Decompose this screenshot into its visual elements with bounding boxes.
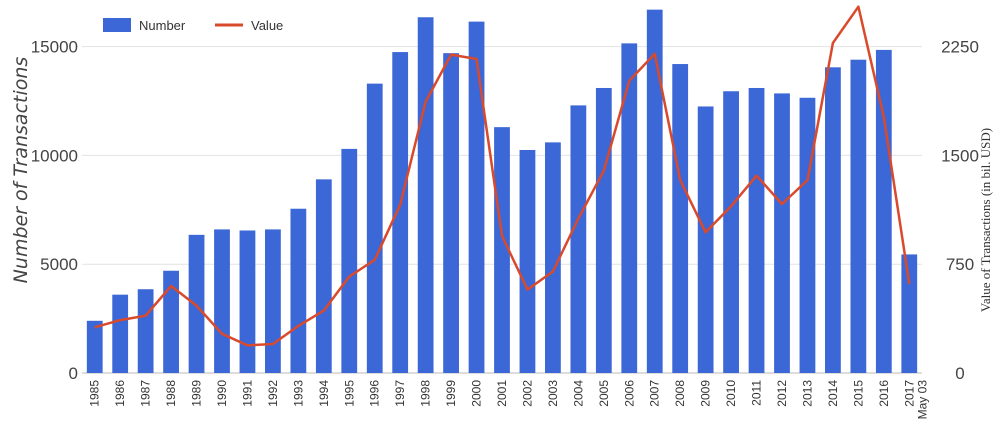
- y-axis-title-left: Number of Transactions: [10, 57, 32, 284]
- x-tick-2007: 2007: [648, 380, 662, 407]
- bar-2010: [723, 91, 739, 374]
- x-tick-2010: 2010: [724, 380, 738, 407]
- x-tick-2006: 2006: [622, 380, 636, 407]
- x-tick-2002: 2002: [520, 380, 534, 407]
- bar-2007: [646, 9, 663, 373]
- y-tick-right: 2250: [941, 38, 979, 57]
- line-series-value: [94, 5, 911, 347]
- x-tick-sublabel: May 03: [915, 380, 929, 420]
- y-tick-right: 0: [955, 364, 964, 383]
- bar-2008: [672, 64, 689, 374]
- x-tick-2017: 2017: [902, 380, 916, 407]
- x-tick-1997: 1997: [393, 380, 407, 407]
- x-tick-1991: 1991: [240, 380, 254, 407]
- x-tick-1987: 1987: [139, 380, 153, 407]
- bar-2015: [850, 59, 867, 373]
- x-tick-1995: 1995: [342, 380, 356, 407]
- x-tick-2008: 2008: [673, 380, 687, 407]
- x-tick-1992: 1992: [266, 380, 280, 407]
- bar-2003: [545, 142, 561, 373]
- bar-2006: [621, 43, 638, 373]
- x-tick-1993: 1993: [291, 380, 305, 407]
- x-axis-ticks: 1985 1986 1987 1988 1989 1990 1991 1992 1993 1994…: [88, 380, 930, 420]
- x-tick-2005: 2005: [597, 380, 611, 407]
- x-tick-1998: 1998: [419, 380, 433, 407]
- bar-1997: [392, 52, 409, 374]
- value-line: [94, 5, 911, 347]
- bar-1998: [417, 17, 434, 373]
- right-axis-ticks: 0 750 1500 2250: [941, 38, 979, 383]
- x-tick-1989: 1989: [190, 380, 204, 407]
- y-tick-left: 10000: [31, 146, 78, 165]
- x-tick-1990: 1990: [215, 380, 229, 407]
- bar-1990: [214, 229, 230, 373]
- x-tick-2011: 2011: [750, 380, 764, 406]
- y-tick-left: 15000: [31, 38, 78, 57]
- x-tick-1986: 1986: [113, 380, 127, 407]
- bar-1985: [86, 320, 103, 373]
- x-tick-1999: 1999: [444, 380, 458, 407]
- y-tick-right: 750: [946, 255, 974, 274]
- bar-1986: [112, 294, 129, 373]
- y-axis-title-right: Value of Transactions (in bil. USD): [978, 128, 993, 312]
- x-tick-2016: 2016: [877, 380, 891, 407]
- y-tick-left: 5000: [40, 255, 78, 274]
- bar-1993: [290, 208, 307, 373]
- bar-series-number: [86, 9, 918, 374]
- bar-2011: [748, 87, 765, 373]
- x-tick-1994: 1994: [317, 380, 331, 407]
- bar-1994: [315, 179, 332, 373]
- x-tick-2013: 2013: [800, 380, 814, 407]
- bar-2014: [825, 67, 841, 373]
- bar-1992: [265, 229, 281, 373]
- bar-2005: [595, 87, 612, 373]
- legend-swatch-number: [103, 18, 131, 32]
- bar-2012: [774, 93, 790, 373]
- bar-1996: [366, 83, 383, 374]
- x-tick-1996: 1996: [368, 380, 382, 407]
- x-tick-1988: 1988: [164, 380, 178, 407]
- x-tick-2014: 2014: [826, 380, 840, 407]
- x-tick-2001: 2001: [495, 380, 509, 407]
- left-axis-ticks: 0 5000 10000 15000: [31, 38, 78, 383]
- x-tick-1985: 1985: [88, 380, 102, 407]
- x-tick-2015: 2015: [851, 380, 865, 407]
- bar-2001: [494, 127, 510, 373]
- legend-label-number: Number: [139, 18, 186, 33]
- x-tick-2009: 2009: [699, 380, 713, 407]
- bar-1991: [239, 230, 256, 373]
- legend: Number Value: [103, 18, 283, 33]
- bar-1995: [341, 148, 358, 373]
- bar-1988: [163, 270, 179, 373]
- bar-1987: [137, 289, 154, 373]
- x-tick-2004: 2004: [571, 380, 585, 407]
- x-tick-2003: 2003: [546, 380, 560, 407]
- bar-2016: [875, 49, 892, 374]
- bar-2004: [570, 105, 587, 373]
- x-tick-2012: 2012: [775, 380, 789, 407]
- bar-1999: [443, 53, 459, 373]
- y-tick-left: 0: [69, 364, 78, 383]
- x-tick-2000: 2000: [470, 380, 484, 407]
- bar-1989: [188, 234, 205, 373]
- bar-2009: [697, 106, 714, 373]
- bar-2013: [799, 97, 816, 374]
- bar-2000: [468, 21, 485, 374]
- bar-2002: [519, 149, 536, 373]
- bar-2017: [901, 254, 918, 373]
- y-tick-right: 1500: [941, 146, 979, 165]
- legend-label-value: Value: [251, 18, 283, 33]
